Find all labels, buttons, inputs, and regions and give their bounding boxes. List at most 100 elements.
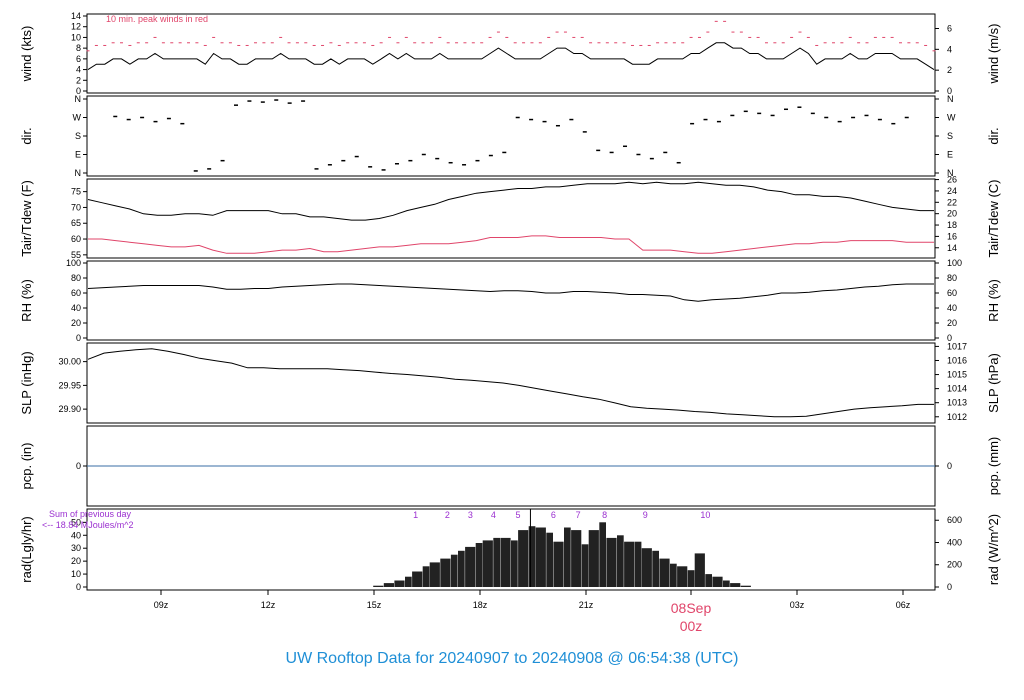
rad-bar: [641, 548, 652, 587]
rad-bar: [440, 558, 451, 587]
rad-bar: [659, 558, 670, 587]
rad-hour-marker: 7: [576, 510, 581, 520]
rad-bar: [458, 550, 465, 587]
rad-bar: [405, 576, 412, 587]
temp-left-tick-label: 60: [71, 234, 81, 244]
rad-bar: [373, 585, 384, 587]
rad-bar: [475, 543, 483, 587]
rh-left-tick-label: 80: [71, 273, 81, 283]
rad-bar: [535, 527, 546, 587]
rad-bar: [606, 537, 617, 587]
temp-right-tick-label: 20: [947, 209, 957, 219]
slp-left-tick-label: 30.00: [58, 357, 81, 367]
rad-bar: [599, 522, 606, 587]
rad-bar: [581, 544, 589, 587]
dir-right-tick-label: E: [947, 150, 953, 160]
rad-bar: [553, 541, 564, 587]
wind-left-tick-label: 4: [76, 65, 81, 75]
dir-right-tick-label: N: [947, 168, 954, 178]
dir-right-tick-label: S: [947, 131, 953, 141]
slp-right-tick-label: 1012: [947, 412, 967, 422]
x-axis-tick-label: 15z: [367, 600, 382, 610]
chart-title: UW Rooftop Data for 20240907 to 20240908…: [285, 650, 739, 667]
slp-right-tick-label: 1017: [947, 341, 967, 351]
temp-ylabel-left: Tair/Tdew (F): [19, 180, 34, 257]
rh-right-tick-label: 60: [947, 288, 957, 298]
rad-ylabel-left: rad(Lgly/hr): [19, 516, 34, 582]
pcp-left-tick-label: 0: [76, 461, 81, 471]
rad-bar: [677, 566, 688, 587]
rad-bar: [670, 563, 677, 587]
rad-bar: [394, 580, 405, 587]
rad-bar: [740, 585, 751, 587]
x-axis-date-sublabel: 00z: [680, 618, 703, 634]
rad-bar: [500, 537, 511, 587]
rad-ylabel-right: rad (W/m^2): [986, 514, 1001, 585]
rad-bar: [571, 530, 582, 587]
rad-hour-marker: 9: [643, 510, 648, 520]
dir-ylabel-right: dir.: [986, 127, 1001, 144]
wind-left-tick-label: 2: [76, 75, 81, 85]
wind-right-tick-label: 2: [947, 65, 952, 75]
temp-left-tick-label: 65: [71, 218, 81, 228]
slp-ylabel-left: SLP (inHg): [19, 351, 34, 414]
rad-right-tick-label: 600: [947, 515, 962, 525]
rad-hour-marker: 3: [468, 510, 473, 520]
tdew-line: [88, 235, 934, 254]
temp-panel-frame: [86, 178, 936, 259]
rh-panel-frame: [86, 260, 936, 341]
rh-left-tick-label: 20: [71, 318, 81, 328]
rad-bar: [705, 574, 712, 587]
dir-left-tick-label: N: [75, 168, 82, 178]
x-axis-tick-label: 18z: [473, 600, 488, 610]
dir-ylabel-left: dir.: [19, 127, 34, 144]
rad-hour-marker: 2: [445, 510, 450, 520]
rh-right-tick-label: 0: [947, 333, 952, 343]
slp-left-tick-label: 29.90: [58, 404, 81, 414]
rad-bar: [511, 540, 518, 587]
rad-left-tick-label: 0: [76, 582, 81, 592]
temp-left-tick-label: 55: [71, 250, 81, 260]
slp-panel-frame: [86, 342, 936, 424]
temp-ylabel-right: Tair/Tdew (C): [986, 179, 1001, 257]
wind-left-tick-label: 14: [71, 11, 81, 21]
rad-left-tick-label: 50: [71, 517, 81, 527]
rad-bar: [450, 554, 458, 587]
temp-left-tick-label: 75: [71, 187, 81, 197]
rad-right-tick-label: 400: [947, 537, 962, 547]
rad-bar: [493, 537, 500, 587]
rad-bar: [482, 540, 493, 587]
rad-hour-marker: 4: [491, 510, 496, 520]
rad-panel-frame: [86, 508, 936, 591]
slp-line: [87, 348, 934, 418]
rh-ylabel-left: RH (%): [19, 279, 34, 322]
rh-ylabel-right: RH (%): [986, 279, 1001, 322]
wind-left-tick-label: 12: [71, 22, 81, 32]
rh-right-tick-label: 40: [947, 303, 957, 313]
dir-left-tick-label: N: [75, 94, 82, 104]
dir-right-tick-label: W: [947, 113, 956, 123]
slp-right-tick-label: 1016: [947, 355, 967, 365]
rad-bar: [687, 570, 695, 587]
wind-right-tick-label: 4: [947, 44, 952, 54]
rad-left-tick-label: 40: [71, 530, 81, 540]
rh-left-tick-label: 40: [71, 303, 81, 313]
rh-left-tick-label: 100: [66, 258, 81, 268]
rad-annotation-line2: <-- 18.84 MJoules/m^2: [42, 520, 134, 530]
slp-right-tick-label: 1015: [947, 370, 967, 380]
rad-left-tick-label: 10: [71, 569, 81, 579]
slp-right-tick-label: 1014: [947, 384, 967, 394]
wind-left-tick-label: 8: [76, 43, 81, 53]
rad-bar: [652, 550, 659, 587]
rad-left-tick-label: 30: [71, 543, 81, 553]
slp-right-tick-label: 1013: [947, 398, 967, 408]
rad-right-tick-label: 200: [947, 560, 962, 570]
dir-left-tick-label: W: [73, 113, 82, 123]
rad-bar: [694, 553, 705, 587]
x-axis-tick-label: 06z: [896, 600, 911, 610]
rad-annotation-line1: Sum of previous day: [49, 509, 132, 519]
x-axis-tick-label: 09z: [154, 600, 169, 610]
rad-bar: [730, 583, 741, 587]
wind-annotation: 10 min. peak winds in red: [106, 14, 208, 24]
